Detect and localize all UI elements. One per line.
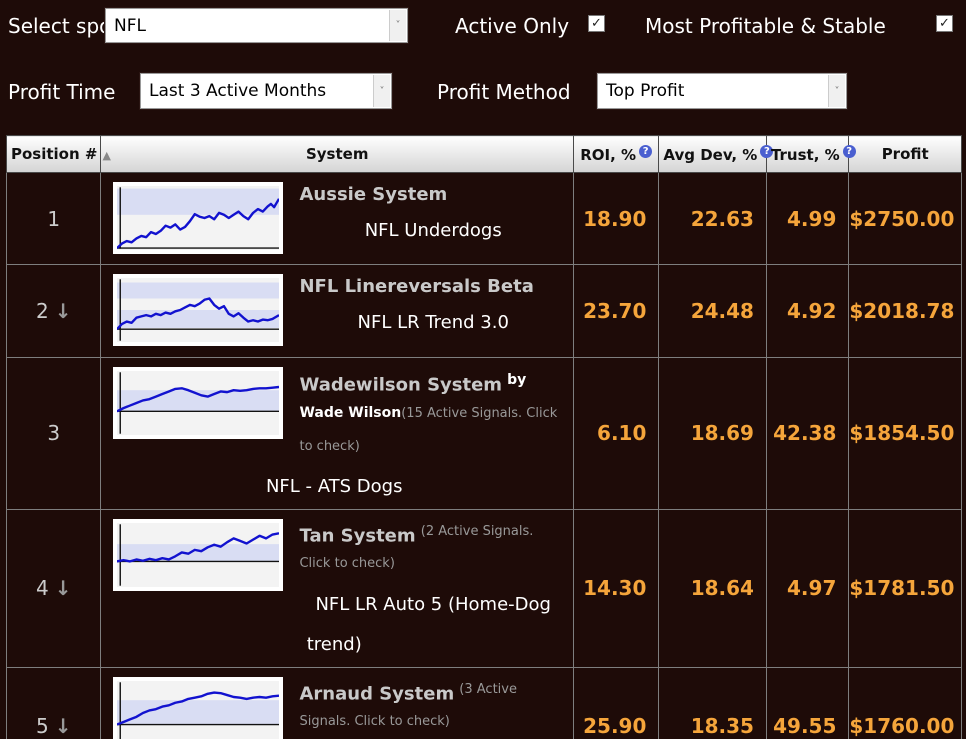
active-signals-note[interactable]: (3 Active Signals. Click to check) — [299, 681, 517, 729]
system-author: by Wade Wilson — [299, 372, 527, 422]
system-subtitle-link[interactable]: NFL - ATS Dogs — [265, 475, 403, 497]
system-title-line: Tan System (2 Active Signals. Click to c… — [101, 510, 566, 665]
header-avg-dev[interactable]: Avg Dev, %? — [658, 135, 774, 173]
profit-method-select[interactable]: Top Profit ˅ — [597, 73, 847, 109]
system-title-line: Wadewilson System by Wade Wilson(15 Acti… — [101, 358, 566, 507]
position-cell: 3 — [5, 357, 102, 510]
system-name-link[interactable]: NFL Linereversals Beta — [299, 276, 534, 297]
equity-chart-thumbnail[interactable] — [113, 274, 284, 346]
header-roi[interactable]: ROI, %? — [572, 135, 660, 173]
avg-dev-value: 18.64 — [658, 508, 767, 668]
header-trust[interactable]: Trust, %? — [765, 135, 856, 173]
position-number: 5 — [35, 713, 49, 738]
equity-chart-thumbnail[interactable] — [113, 367, 284, 439]
roi-value: 6.10 — [572, 357, 660, 510]
avg-dev-value: 18.69 — [658, 357, 767, 510]
position-cell: 4 ↓ — [5, 508, 102, 668]
most-profitable-label: Most Profitable & Stable — [645, 14, 886, 38]
system-name-link[interactable]: Aussie System — [299, 184, 448, 205]
trust-value: 4.97 — [765, 508, 850, 668]
system-cell: Aussie System NFL Underdogs — [100, 172, 574, 265]
system-cell: Wadewilson System by Wade Wilson(15 Acti… — [100, 357, 574, 510]
header-position[interactable]: Position # ▲ — [5, 135, 111, 173]
help-icon[interactable]: ? — [639, 144, 653, 158]
system-subtitle-link[interactable]: NFL LR Trend 3.0 — [357, 312, 509, 333]
header-profit[interactable]: Profit — [848, 135, 962, 173]
table-row: 2 ↓ NFL Linereversals Beta NFL LR Trend 3… — [5, 264, 962, 358]
trust-value: 49.55 — [765, 666, 850, 739]
sport-select-value: NFL — [114, 15, 146, 36]
header-system[interactable]: System — [100, 135, 574, 173]
roi-value: 25.90 — [572, 666, 660, 739]
profit-value: $1781.50 — [848, 508, 962, 668]
system-title-line: Arnaud System (3 Active Signals. Click t… — [101, 668, 566, 739]
roi-value: 23.70 — [572, 264, 660, 358]
trust-value: 42.38 — [765, 357, 850, 510]
profit-method-value: Top Profit — [606, 81, 685, 101]
equity-chart-thumbnail[interactable] — [113, 518, 284, 591]
table-header-row: Position # ▲ System ROI, %? Avg Dev, %? T… — [5, 135, 962, 173]
trend-down-icon: ↓ — [54, 576, 72, 601]
roi-value: 14.30 — [572, 508, 660, 668]
system-subtitle-link[interactable]: NFL LR Auto 5 (Home-Dog trend) — [306, 593, 551, 655]
profit-time-select[interactable]: Last 3 Active Months ˅ — [140, 73, 392, 109]
avg-dev-value: 24.48 — [658, 264, 767, 358]
system-cell: NFL Linereversals Beta NFL LR Trend 3.0 — [100, 264, 574, 358]
trend-down-icon: ↓ — [54, 713, 72, 738]
position-cell: 5 ↓ — [5, 666, 102, 739]
position-number: 3 — [47, 421, 61, 446]
system-cell: Arnaud System (3 Active Signals. Click t… — [100, 666, 574, 739]
table-row: 1 Aussie System NFL Underdogs 18.90 22.6… — [5, 172, 962, 265]
position-cell: 1 — [5, 172, 102, 265]
sport-select[interactable]: NFL ˅ — [105, 8, 408, 43]
system-name-link[interactable]: Tan System — [299, 525, 416, 547]
position-cell: 2 ↓ — [5, 264, 102, 358]
system-name-link[interactable]: Wadewilson System — [299, 374, 503, 396]
chevron-down-icon: ˅ — [389, 10, 406, 41]
chevron-down-icon: ˅ — [828, 75, 845, 107]
roi-value: 18.90 — [572, 172, 660, 265]
table-row: 4 ↓ Tan System (2 Active Signals. Click t… — [5, 508, 962, 668]
avg-dev-value: 18.35 — [658, 666, 767, 739]
system-title-line: Aussie System NFL Underdogs — [101, 173, 566, 251]
equity-chart-thumbnail[interactable] — [113, 182, 284, 254]
trend-down-icon: ↓ — [54, 299, 72, 323]
trust-value: 4.99 — [765, 172, 850, 265]
equity-chart-thumbnail[interactable] — [113, 676, 284, 739]
help-icon[interactable]: ? — [842, 144, 856, 158]
chevron-down-icon: ˅ — [373, 75, 390, 107]
profit-value: $2750.00 — [848, 172, 962, 265]
table-row: 3 Wadewilson System by Wade Wilson(15 Ac… — [5, 357, 962, 510]
system-name-link[interactable]: Arnaud System — [299, 682, 455, 704]
system-subtitle-link[interactable]: NFL Underdogs — [364, 220, 502, 241]
profit-value: $2018.78 — [848, 264, 962, 358]
avg-dev-value: 22.63 — [658, 172, 767, 265]
profit-time-label: Profit Time — [8, 80, 116, 104]
active-only-label: Active Only — [455, 14, 570, 38]
most-profitable-checkbox[interactable]: ✓ — [936, 15, 953, 32]
table-row: 5 ↓ Arnaud System (3 Active Signals. Clic… — [5, 666, 962, 739]
active-signals-note[interactable]: (2 Active Signals. Click to check) — [299, 523, 534, 572]
trust-value: 4.92 — [765, 264, 850, 358]
system-cell: Tan System (2 Active Signals. Click to c… — [100, 508, 574, 668]
position-number: 4 — [35, 576, 49, 601]
sort-ascending-icon: ▲ — [102, 149, 111, 162]
profit-value: $1854.50 — [848, 357, 962, 510]
profit-value: $1760.00 — [848, 666, 962, 739]
position-number: 1 — [47, 206, 61, 231]
profit-time-value: Last 3 Active Months — [149, 81, 327, 101]
system-title-line: NFL Linereversals Beta NFL LR Trend 3.0 — [101, 265, 566, 343]
systems-table: Position # ▲ System ROI, %? Avg Dev, %? T… — [5, 135, 962, 739]
active-only-checkbox[interactable]: ✓ — [588, 15, 605, 32]
profit-method-label: Profit Method — [437, 80, 571, 104]
active-signals-note[interactable]: (15 Active Signals. Click to check) — [299, 406, 558, 454]
position-number: 2 — [35, 299, 49, 323]
